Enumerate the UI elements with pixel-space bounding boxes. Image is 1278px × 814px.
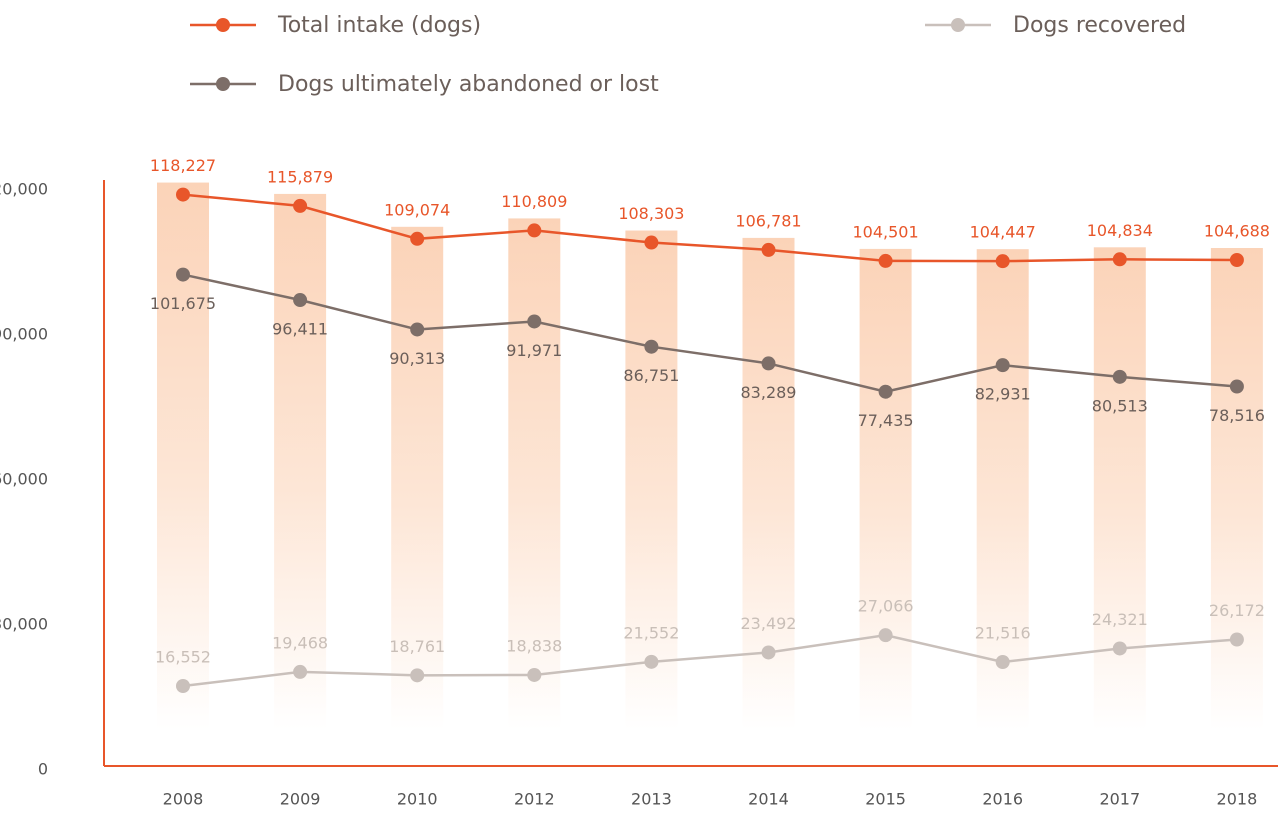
y-tick-label: 90,000 <box>0 325 48 344</box>
data-label: 115,879 <box>267 167 333 186</box>
data-label: 86,751 <box>623 366 679 385</box>
point <box>878 253 893 268</box>
point <box>761 645 776 660</box>
bar <box>976 249 1029 730</box>
data-label: 27,066 <box>858 597 914 616</box>
x-tick-label: 2009 <box>280 790 321 809</box>
point <box>176 267 190 282</box>
data-label: 104,501 <box>853 222 919 241</box>
point <box>878 384 893 399</box>
point <box>527 314 542 329</box>
point <box>1112 252 1127 267</box>
point <box>293 293 308 308</box>
point <box>644 654 659 669</box>
x-tick-label: 2016 <box>982 790 1023 809</box>
data-label: 80,513 <box>1092 396 1148 415</box>
point <box>1112 641 1127 656</box>
x-tick-label: 2008 <box>163 790 204 809</box>
x-tick-label: 2014 <box>748 790 789 809</box>
bar <box>508 218 561 731</box>
point <box>176 678 190 693</box>
point <box>1229 632 1244 647</box>
point <box>293 198 308 213</box>
point <box>644 339 659 354</box>
point <box>410 668 425 683</box>
data-label: 18,838 <box>506 636 562 655</box>
x-tick-label: 2018 <box>1217 790 1258 809</box>
legend-label: Dogs ultimately abandoned or lost <box>278 72 659 97</box>
data-label: 90,313 <box>389 349 445 368</box>
data-label: 19,468 <box>272 633 328 652</box>
x-tick-label: 2015 <box>865 790 906 809</box>
x-tick-label: 2010 <box>397 790 438 809</box>
y-tick-label: 0 <box>38 760 48 779</box>
legend-label: Dogs recovered <box>1013 13 1186 38</box>
point <box>878 628 893 643</box>
data-label: 23,492 <box>741 614 797 633</box>
point <box>1229 379 1244 394</box>
x-tick-label: 2017 <box>1099 790 1140 809</box>
y-tick-label: 30,000 <box>0 615 48 634</box>
data-label: 77,435 <box>858 411 914 430</box>
data-label: 104,834 <box>1087 221 1153 240</box>
point <box>527 667 542 682</box>
x-tick-label: 2012 <box>514 790 555 809</box>
y-tick-label: 120,000 <box>0 180 48 199</box>
bar <box>859 248 912 730</box>
data-label: 104,688 <box>1204 222 1270 241</box>
x-tick-label: 2013 <box>631 790 672 809</box>
legend-marker <box>951 18 965 32</box>
data-label: 110,809 <box>501 192 567 211</box>
bar <box>274 193 327 731</box>
y-tick-label: 60,000 <box>0 470 48 489</box>
point <box>995 655 1010 670</box>
bar <box>1093 247 1146 730</box>
data-label: 18,761 <box>389 637 445 656</box>
data-label: 108,303 <box>618 204 684 223</box>
point <box>644 235 659 250</box>
data-label: 91,971 <box>506 341 562 360</box>
point <box>527 223 542 238</box>
data-label: 109,074 <box>384 200 450 219</box>
series-line <box>182 273 1238 394</box>
point <box>410 231 425 246</box>
legend-marker <box>216 77 230 91</box>
data-label: 26,172 <box>1209 601 1265 620</box>
data-label: 16,552 <box>155 647 211 666</box>
data-label: 82,931 <box>975 385 1031 404</box>
point <box>176 187 190 202</box>
data-label: 83,289 <box>741 383 797 402</box>
data-label: 21,552 <box>623 623 679 642</box>
data-label: 24,321 <box>1092 610 1148 629</box>
bar <box>391 226 444 730</box>
legend-marker <box>216 18 230 32</box>
data-label: 106,781 <box>735 211 801 230</box>
point <box>1112 369 1127 384</box>
data-label: 118,227 <box>150 156 216 175</box>
point <box>761 242 776 257</box>
point <box>410 322 425 337</box>
data-label: 104,447 <box>970 223 1036 242</box>
series-line <box>182 633 1237 688</box>
data-label: 101,675 <box>150 294 216 313</box>
point <box>1229 253 1244 268</box>
data-label: 78,516 <box>1209 406 1265 425</box>
bar <box>1210 248 1263 730</box>
data-label: 21,516 <box>975 624 1031 643</box>
data-label: 96,411 <box>272 320 328 339</box>
point <box>761 356 776 371</box>
point <box>293 664 308 679</box>
point <box>995 358 1010 373</box>
point <box>995 254 1010 269</box>
bar <box>625 230 678 730</box>
legend-label: Total intake (dogs) <box>277 13 481 38</box>
series-line <box>182 193 1237 263</box>
